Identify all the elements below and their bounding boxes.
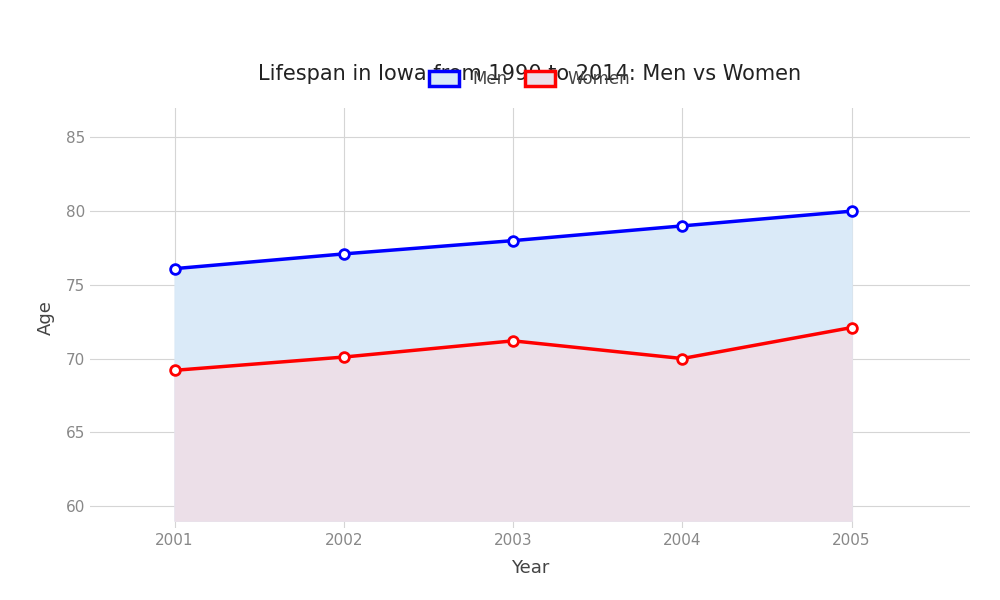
Y-axis label: Age: Age <box>37 301 55 335</box>
X-axis label: Year: Year <box>511 559 549 577</box>
Title: Lifespan in Iowa from 1990 to 2014: Men vs Women: Lifespan in Iowa from 1990 to 2014: Men … <box>258 64 802 84</box>
Legend: Men, Women: Men, Women <box>421 62 639 97</box>
